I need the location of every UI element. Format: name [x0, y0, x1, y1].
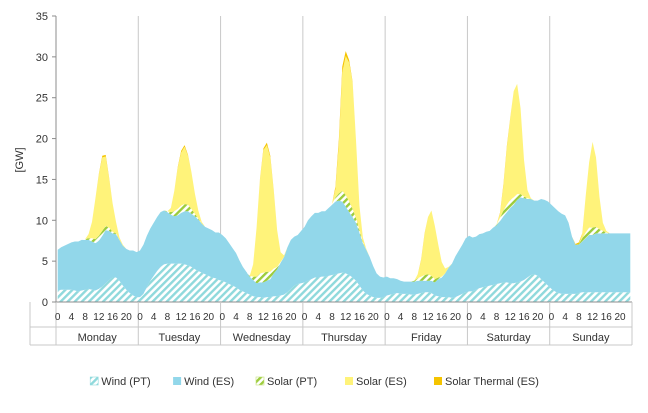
y-tick-label: 0	[42, 297, 48, 309]
axes	[29, 16, 633, 346]
hour-tick-label: 20	[203, 312, 215, 323]
legend-label: Solar (ES)	[356, 376, 407, 388]
y-tick-label: 20	[36, 134, 48, 146]
hour-tick-label: 4	[316, 312, 322, 323]
legend-label: Solar (PT)	[267, 376, 317, 388]
hour-tick-label: 20	[614, 312, 626, 323]
hour-tick-label: 16	[601, 312, 613, 323]
hour-tick-label: 8	[576, 312, 582, 323]
hour-tick-label: 20	[285, 312, 297, 323]
hour-tick-label: 20	[532, 312, 544, 323]
hour-tick-label: 8	[82, 312, 88, 323]
hour-tick-label: 20	[450, 312, 462, 323]
hour-tick-label: 8	[494, 312, 500, 323]
hour-tick-label: 0	[384, 312, 390, 323]
legend-item: Solar Thermal (ES)	[434, 376, 539, 388]
hour-tick-label: 8	[329, 312, 335, 323]
day-label: Saturday	[487, 332, 532, 344]
hour-tick-label: 16	[107, 312, 119, 323]
hour-tick-label: 4	[151, 312, 157, 323]
legend: Wind (PT) Wind (ES) Solar (PT) Solar (ES) So…	[89, 376, 539, 388]
day-label: Monday	[78, 332, 118, 344]
legend-item: Wind (ES)	[173, 376, 234, 388]
hour-tick-label: 12	[422, 312, 434, 323]
legend-item: Wind (PT)	[89, 376, 151, 388]
y-tick-label: 25	[36, 93, 48, 105]
hour-tick-label: 4	[233, 312, 239, 323]
day-label: Sunday	[572, 332, 610, 344]
hour-tick-label: 12	[505, 312, 517, 323]
legend-swatch	[255, 376, 265, 386]
hour-tick-label: 16	[518, 312, 530, 323]
legend-item: Solar (PT)	[255, 376, 317, 388]
hour-tick-label: 16	[272, 312, 284, 323]
hour-tick-label: 4	[69, 312, 75, 323]
hour-tick-label: 0	[466, 312, 472, 323]
x-axis-day-labels: Monday Tuesday Wednesday Thursday Friday Satu…	[78, 332, 610, 344]
y-axis-ticks: 0 5 10 15 20 25 30 35	[36, 11, 56, 309]
hour-tick-label: 4	[398, 312, 404, 323]
series-areas	[57, 51, 631, 302]
hour-tick-label: 4	[562, 312, 568, 323]
area-wind-pt	[57, 263, 631, 302]
day-label: Wednesday	[233, 332, 291, 344]
hour-tick-label: 12	[176, 312, 188, 323]
hour-tick-label: 16	[436, 312, 448, 323]
legend-label: Wind (PT)	[101, 376, 151, 388]
hour-tick-label: 0	[137, 312, 143, 323]
hour-tick-label: 12	[340, 312, 352, 323]
y-tick-label: 5	[42, 256, 48, 268]
y-tick-label: 35	[36, 11, 48, 23]
y-tick-label: 30	[36, 52, 48, 64]
hour-tick-label: 20	[121, 312, 133, 323]
legend-swatch	[434, 377, 442, 385]
hour-tick-label: 0	[302, 312, 308, 323]
hour-tick-label: 8	[412, 312, 418, 323]
x-axis-hour-ticks: 0 4 8 12 16 20 0 4 8 12 16 20 0 4 8 12 16 20 0 4 8 12 16 20 0 4 8 1…	[55, 312, 626, 323]
legend-label: Wind (ES)	[184, 376, 234, 388]
hour-tick-label: 16	[354, 312, 366, 323]
legend-item: Solar (ES)	[345, 376, 407, 388]
hour-tick-label: 12	[258, 312, 270, 323]
y-tick-label: 15	[36, 174, 48, 186]
y-axis-label: [GW]	[14, 147, 26, 172]
hour-tick-label: 20	[368, 312, 380, 323]
day-label: Tuesday	[159, 332, 201, 344]
hour-tick-label: 8	[247, 312, 253, 323]
day-label: Friday	[411, 332, 442, 344]
hour-tick-label: 0	[549, 312, 555, 323]
hour-tick-label: 16	[189, 312, 201, 323]
hour-tick-label: 0	[220, 312, 226, 323]
hour-tick-label: 4	[480, 312, 486, 323]
hour-tick-label: 8	[165, 312, 171, 323]
hour-tick-label: 12	[587, 312, 599, 323]
day-label: Thursday	[321, 332, 367, 344]
hour-tick-label: 12	[93, 312, 105, 323]
legend-label: Solar Thermal (ES)	[445, 376, 539, 388]
y-tick-label: 10	[36, 215, 48, 227]
area-wind-es	[57, 197, 631, 298]
hour-tick-label: 0	[55, 312, 61, 323]
legend-swatch	[173, 377, 182, 385]
area-solar-es	[57, 56, 631, 282]
legend-swatch	[345, 377, 353, 385]
legend-swatch	[89, 376, 99, 386]
